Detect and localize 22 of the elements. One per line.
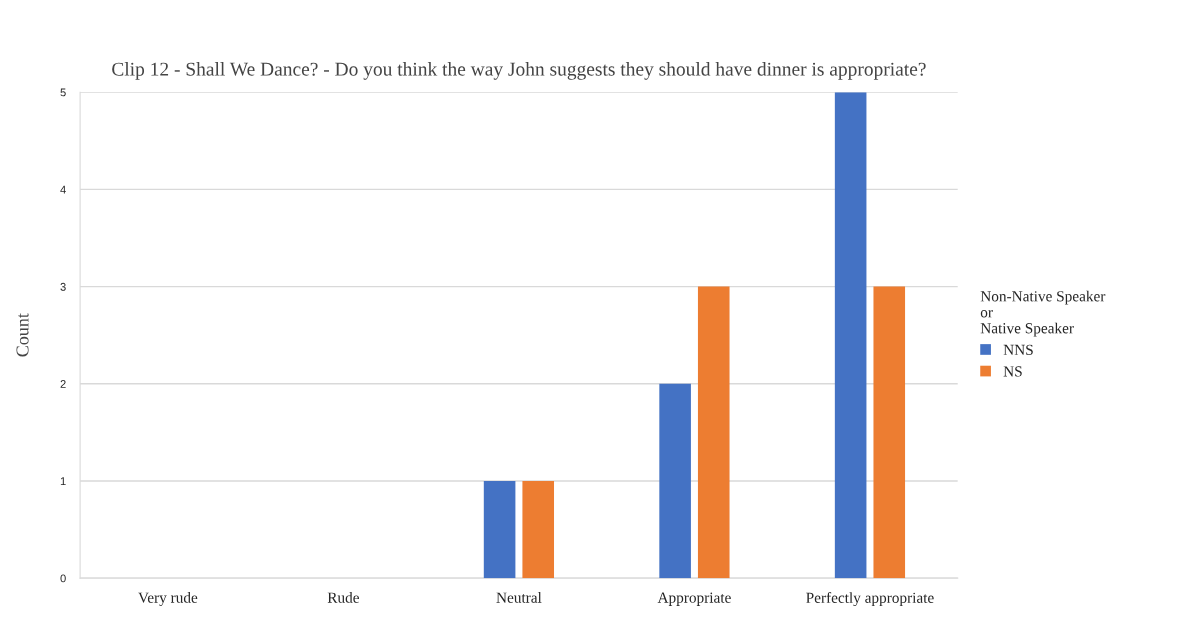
y-tick-label: 5 bbox=[60, 88, 66, 97]
bar bbox=[483, 480, 516, 579]
bar bbox=[873, 286, 906, 579]
bar bbox=[697, 286, 730, 579]
x-tick-label: Very rude bbox=[138, 592, 198, 606]
y-tick-label: 0 bbox=[60, 574, 66, 583]
x-tick-label: Neutral bbox=[496, 592, 542, 603]
y-tick-label: 3 bbox=[60, 282, 66, 291]
y-tick-label: 1 bbox=[60, 477, 66, 485]
y-tick-label: 4 bbox=[60, 185, 66, 194]
bar bbox=[522, 480, 555, 579]
x-tick-label: Rude bbox=[327, 592, 359, 603]
legend-title: Non-Native Speaker or Native Speaker bbox=[980, 290, 1106, 337]
chart-title: Clip 12 - Shall We Dance? - Do you think the way John suggests they should have dinner is appropriate? bbox=[112, 62, 926, 80]
x-tick-label: Appropriate bbox=[657, 592, 731, 606]
legend-label: NS bbox=[1003, 366, 1022, 377]
bar bbox=[834, 92, 867, 579]
bar bbox=[659, 383, 691, 579]
y-axis-title: Count bbox=[16, 313, 29, 357]
y-tick-label: 2 bbox=[60, 380, 66, 388]
legend-label: NNS bbox=[1003, 344, 1033, 355]
x-tick-label: Perfectly appropriate bbox=[806, 592, 934, 607]
